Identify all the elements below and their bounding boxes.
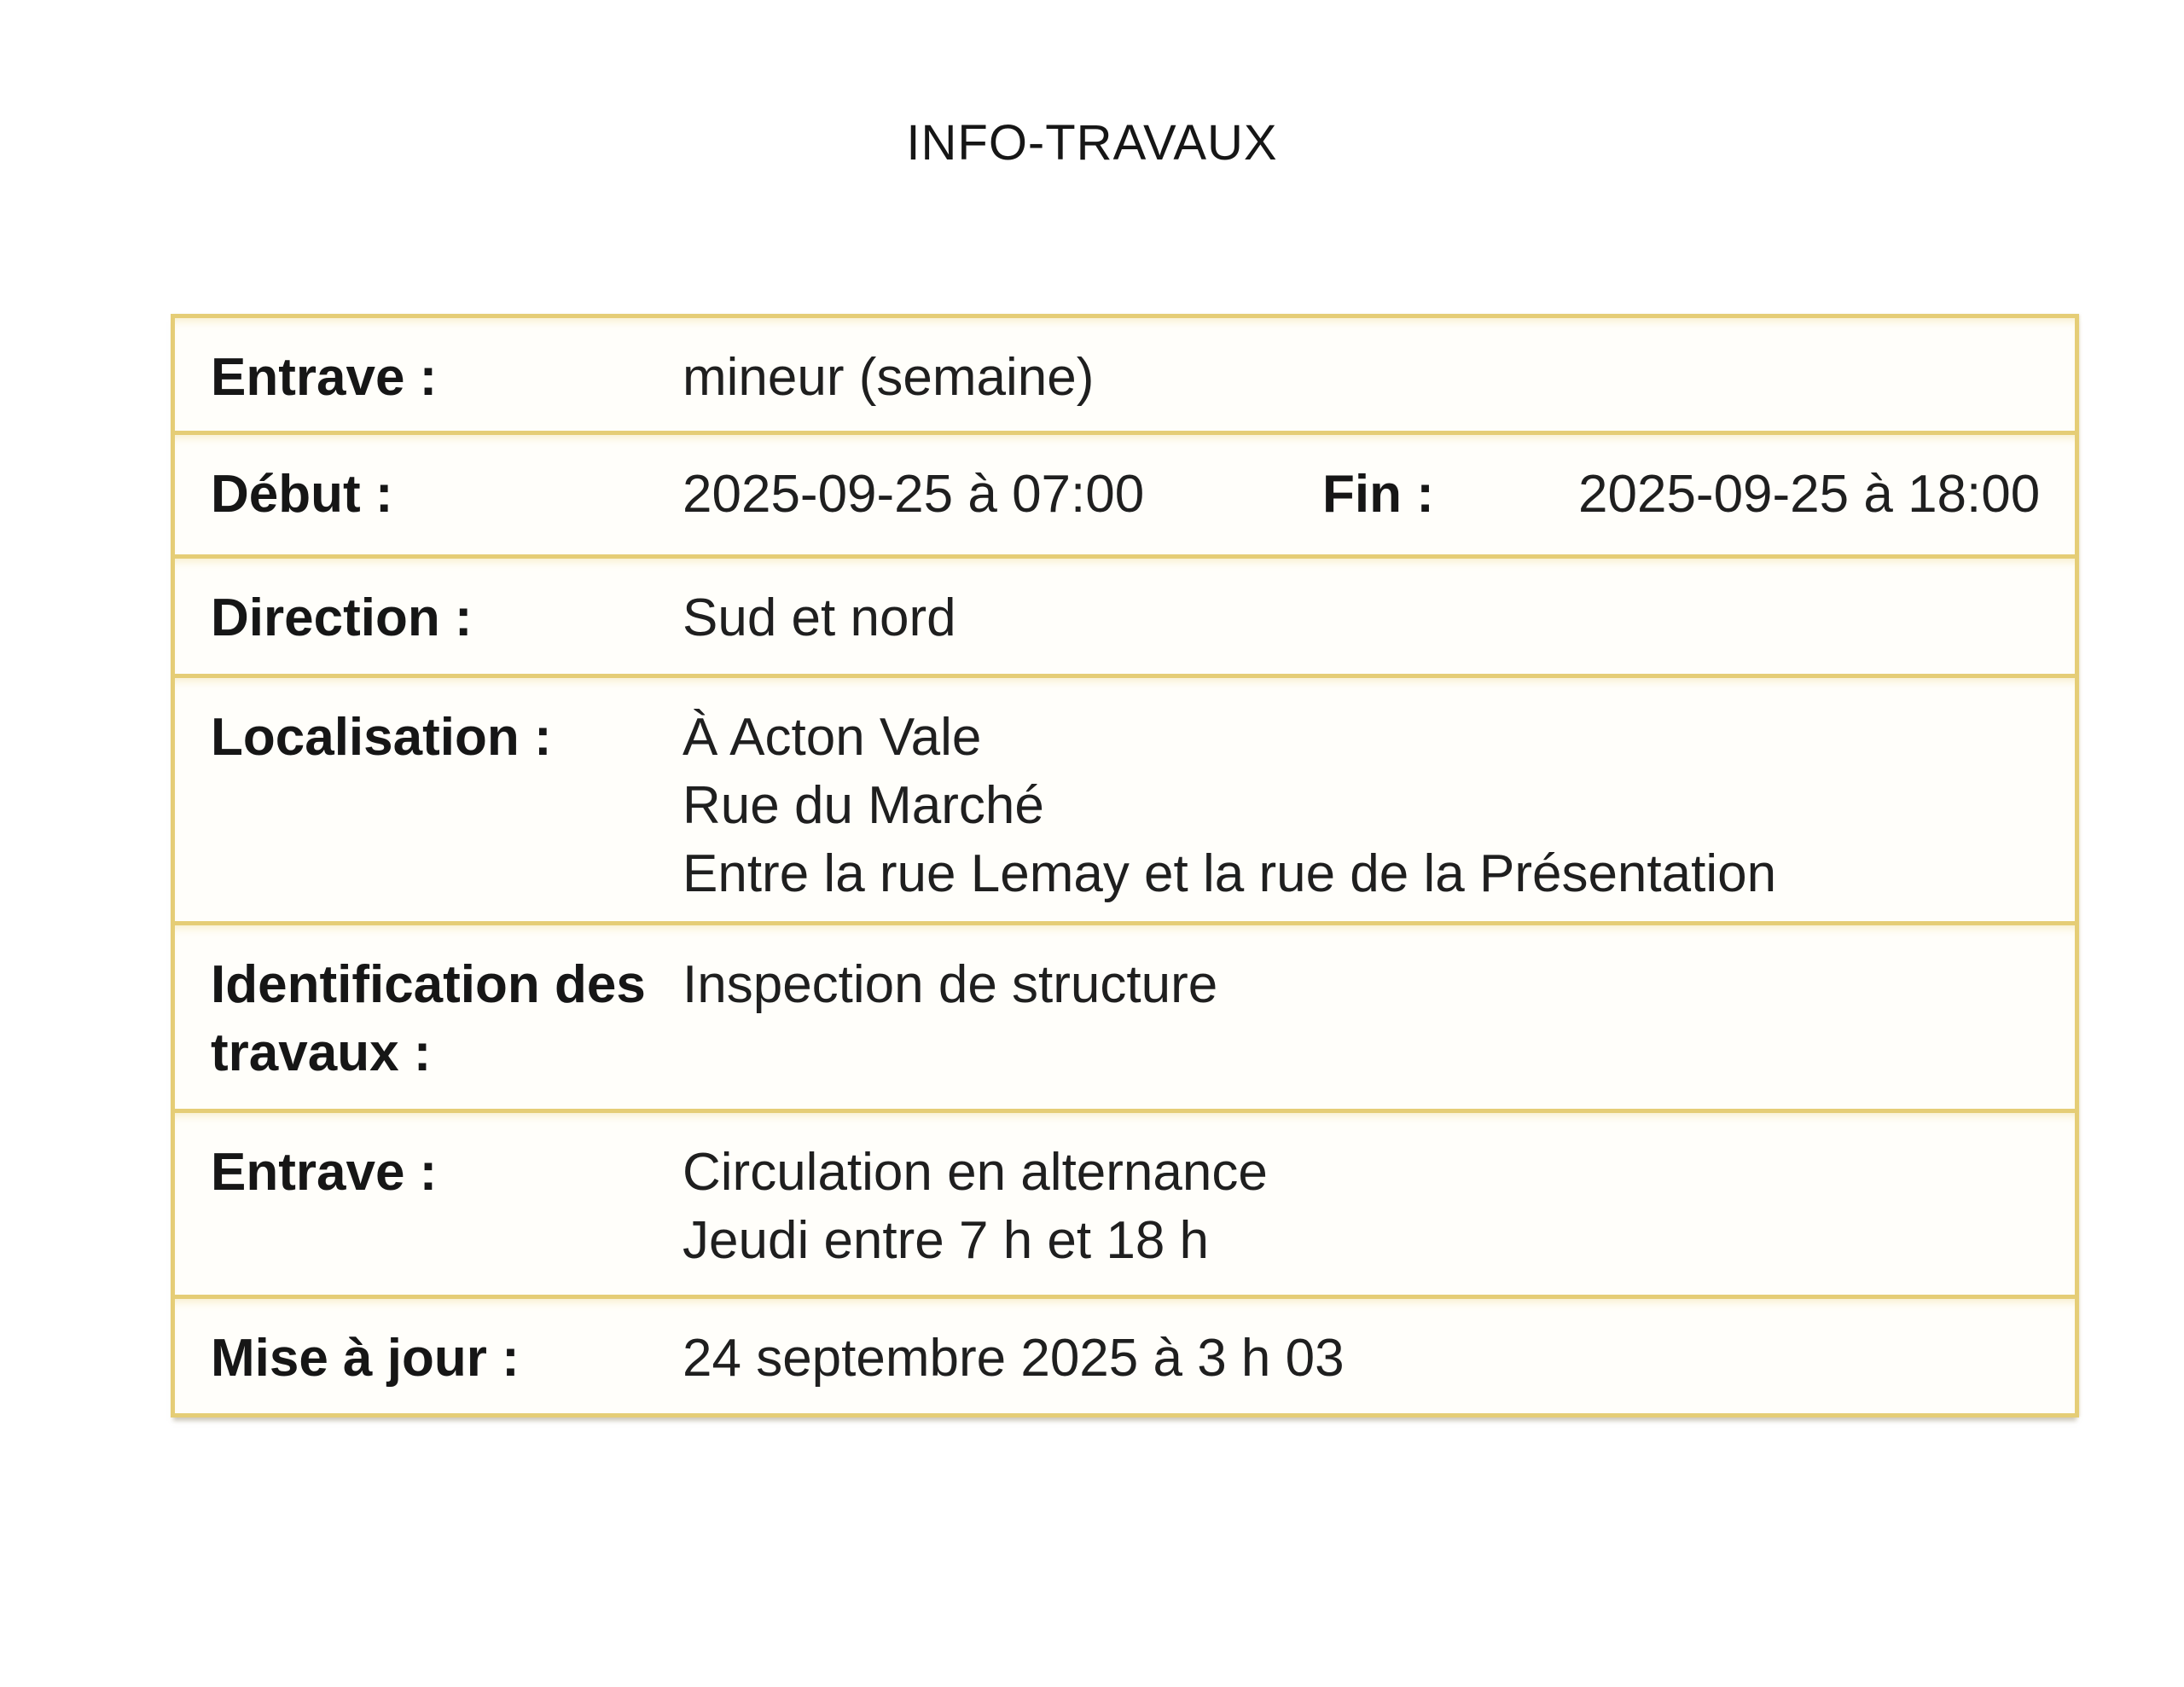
entrave-line-alternance: Circulation en alternance	[682, 1143, 1268, 1202]
localisation-line-city: À Acton Vale	[682, 708, 982, 767]
row-label-direction: Direction :	[211, 588, 473, 647]
entrave-line-horaire: Jeudi entre 7 h et 18 h	[682, 1211, 1210, 1270]
row-label-mise-a-jour: Mise à jour :	[211, 1329, 520, 1388]
page-title: INFO-TRAVAUX	[906, 115, 1278, 171]
row-label-localisation: Localisation :	[211, 708, 552, 767]
table-row-localisation: Localisation : À Acton Vale Rue du March…	[175, 674, 2075, 921]
row-value-identification: Inspection de structure	[682, 955, 1218, 1014]
table-row-entrave-detail: Entrave : Circulation en alternance Jeud…	[175, 1109, 2075, 1295]
row-label-entrave: Entrave :	[211, 348, 438, 407]
row-value-entrave2: Circulation en alternance Jeudi entre 7 …	[682, 1139, 2075, 1275]
table-row-periode: Début : 2025-09-25 à 07:00 Fin : 2025-09…	[175, 431, 2075, 554]
row-value-fin: 2025-09-25 à 18:00	[1578, 465, 2041, 524]
table-row-direction: Direction : Sud et nord	[175, 554, 2075, 674]
row-label-fin: Fin :	[1322, 465, 1434, 524]
localisation-line-between: Entre la rue Lemay et la rue de la Prése…	[682, 844, 1777, 903]
table-row-entrave-type: Entrave : mineur (semaine)	[175, 318, 2075, 431]
row-value-direction: Sud et nord	[682, 588, 956, 647]
row-label-identification: Identification des travaux :	[211, 955, 646, 1082]
localisation-line-street: Rue du Marché	[682, 776, 1044, 835]
row-value-localisation: À Acton Vale Rue du Marché Entre la rue …	[682, 704, 2075, 908]
row-label-entrave2: Entrave :	[211, 1143, 438, 1202]
table-row-identification: Identification des travaux : Inspection …	[175, 921, 2075, 1109]
row-value-debut: 2025-09-25 à 07:00	[682, 465, 1145, 524]
row-value-entrave: mineur (semaine)	[682, 348, 1095, 407]
row-label-debut: Début :	[211, 465, 393, 524]
info-table: Entrave : mineur (semaine) Début : 2025-…	[171, 314, 2079, 1417]
table-row-mise-a-jour: Mise à jour : 24 septembre 2025 à 3 h 03	[175, 1295, 2075, 1413]
row-value-mise-a-jour: 24 septembre 2025 à 3 h 03	[682, 1329, 1345, 1388]
